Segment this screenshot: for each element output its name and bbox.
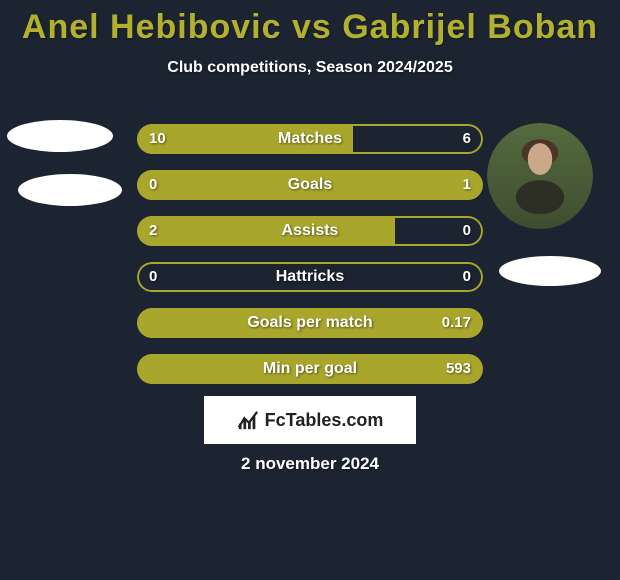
decorative-blob-left-2 <box>18 174 122 206</box>
brand-badge: FcTables.com <box>204 396 416 444</box>
stat-label: Goals <box>137 170 483 200</box>
stat-value-right: 0.17 <box>442 308 471 338</box>
decorative-blob-right-1 <box>499 256 601 286</box>
stat-row: 2Assists0 <box>137 216 483 246</box>
stat-row: 10Matches6 <box>137 124 483 154</box>
stats-panel: 10Matches60Goals12Assists00Hattricks0Goa… <box>137 124 483 400</box>
date-label: 2 november 2024 <box>0 454 620 474</box>
decorative-blob-left-1 <box>7 120 113 152</box>
stat-row: Goals per match0.17 <box>137 308 483 338</box>
stat-row: Min per goal593 <box>137 354 483 384</box>
stat-value-right: 593 <box>446 354 471 384</box>
stat-value-right: 1 <box>463 170 471 200</box>
stat-label: Hattricks <box>137 262 483 292</box>
avatar-right <box>487 123 593 229</box>
stat-label: Matches <box>137 124 483 154</box>
stat-value-right: 0 <box>463 262 471 292</box>
avatar-right-photo <box>487 123 593 229</box>
page-subtitle: Club competitions, Season 2024/2025 <box>0 59 620 77</box>
stat-label: Min per goal <box>137 354 483 384</box>
chart-icon <box>237 409 259 431</box>
stat-value-right: 6 <box>463 124 471 154</box>
stat-row: 0Goals1 <box>137 170 483 200</box>
stat-row: 0Hattricks0 <box>137 262 483 292</box>
brand-text: FcTables.com <box>265 410 384 431</box>
stat-label: Goals per match <box>137 308 483 338</box>
page-title: Anel Hebibovic vs Gabrijel Boban <box>0 0 620 47</box>
stat-label: Assists <box>137 216 483 246</box>
stat-value-right: 0 <box>463 216 471 246</box>
comparison-card: Anel Hebibovic vs Gabrijel Boban Club co… <box>0 0 620 580</box>
